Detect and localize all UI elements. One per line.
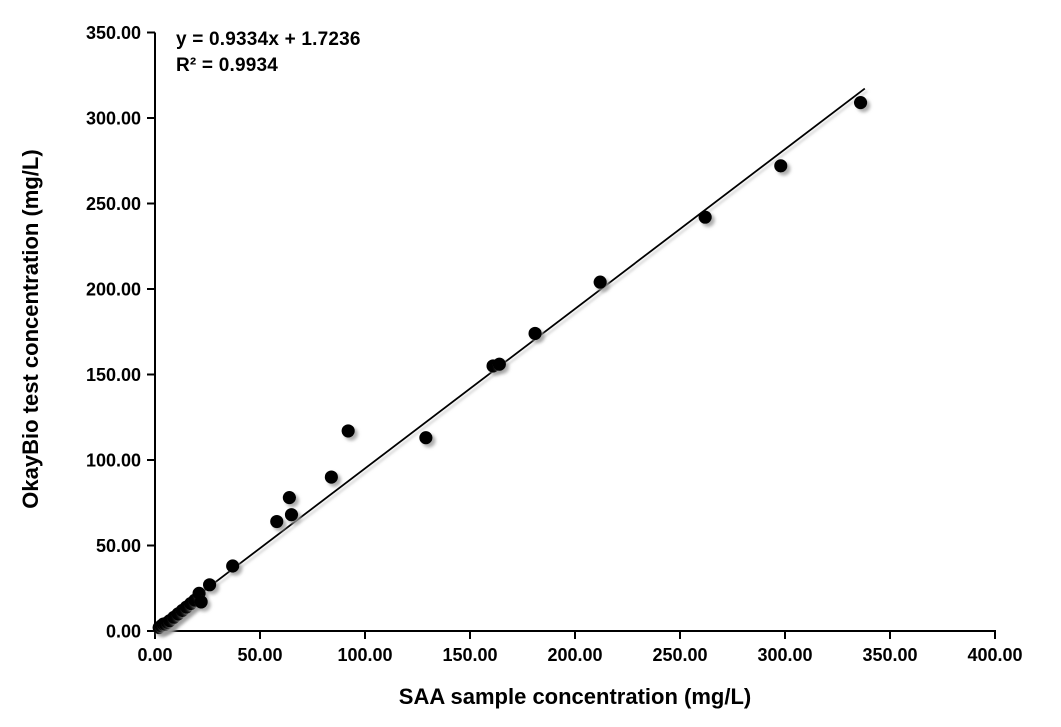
data-point <box>284 508 299 522</box>
y-tick-label: 150.00 <box>86 365 141 385</box>
x-tick-label: 400.00 <box>967 645 1022 665</box>
y-tick-label: 100.00 <box>86 451 141 471</box>
y-tick-label: 200.00 <box>86 280 141 300</box>
x-tick-label: 100.00 <box>337 645 392 665</box>
x-tick-label: 300.00 <box>757 645 812 665</box>
x-tick-label: 250.00 <box>652 645 707 665</box>
data-point <box>282 491 296 505</box>
y-tick-label: 0.00 <box>106 622 141 642</box>
x-tick-label: 50.00 <box>237 645 282 665</box>
data-point <box>194 595 208 609</box>
regression-equation-text: y = 0.9334x + 1.7236 <box>176 29 361 50</box>
trendline <box>154 87 866 629</box>
x-tick-label: 150.00 <box>442 645 497 665</box>
data-point <box>419 431 433 445</box>
data-point <box>854 96 868 110</box>
r-squared-text: R² = 0.9934 <box>176 55 279 76</box>
y-tick-label: 50.00 <box>96 536 141 556</box>
x-tick-label: 200.00 <box>547 645 602 665</box>
data-point <box>341 424 355 438</box>
y-tick-label: 250.00 <box>86 194 141 214</box>
y-tick-label: 300.00 <box>86 109 141 129</box>
data-point <box>698 210 712 224</box>
data-point <box>774 159 788 173</box>
y-tick-label: 350.00 <box>86 23 141 43</box>
y-axis-title: OkayBio test concentration (mg/L) <box>18 149 43 509</box>
x-tick-label: 350.00 <box>862 645 917 665</box>
data-point <box>492 357 506 371</box>
data-point <box>270 514 284 529</box>
x-axis-title: SAA sample concentration (mg/L) <box>398 684 752 709</box>
data-point <box>226 559 240 573</box>
data-point <box>593 275 607 289</box>
regression-annotation: y = 0.9334x + 1.7236 R² = 0.9934 <box>176 27 361 79</box>
x-tick-label: 0.00 <box>137 645 172 665</box>
data-point <box>324 470 338 484</box>
data-point <box>203 578 217 592</box>
data-point <box>528 326 542 341</box>
